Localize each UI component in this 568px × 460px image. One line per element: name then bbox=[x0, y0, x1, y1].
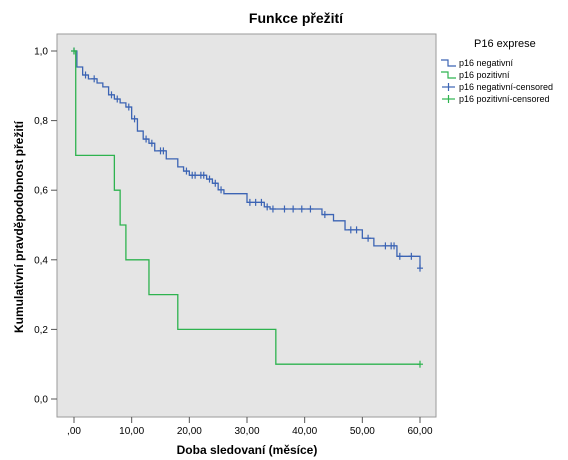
x-tick-label: 10,00 bbox=[119, 426, 144, 437]
censor-mark bbox=[417, 264, 423, 272]
censor-mark bbox=[148, 139, 155, 147]
censor-mark bbox=[408, 252, 415, 260]
censor-mark bbox=[91, 75, 98, 83]
legend-entry: p16 negativní bbox=[441, 58, 514, 68]
censor-mark bbox=[269, 205, 276, 213]
x-axis-label: Doba sledovaní (měsíce) bbox=[177, 443, 318, 457]
censor-mark bbox=[114, 95, 121, 103]
censor-mark bbox=[192, 171, 199, 179]
censor-mark bbox=[353, 226, 360, 234]
x-axis: ,00 10,00 20,00 30,00 40,00 50,00 60,00 bbox=[67, 417, 433, 437]
legend-label: p16 negativní bbox=[459, 58, 514, 68]
censor-mark bbox=[298, 205, 305, 213]
y-tick-label: 0,4 bbox=[34, 255, 48, 266]
survival-line-p16-positive bbox=[74, 50, 420, 365]
legend: P16 exprese p16 negativní p16 pozitivní p1… bbox=[441, 38, 553, 104]
censor-mark bbox=[396, 252, 403, 260]
censor-mark bbox=[218, 186, 225, 194]
censor-mark bbox=[200, 171, 207, 179]
y-tick-label: 0,2 bbox=[34, 325, 48, 336]
censor-mark bbox=[246, 198, 253, 206]
censor-mark bbox=[290, 205, 297, 213]
x-tick-label: 60,00 bbox=[407, 426, 432, 437]
censor-mark bbox=[131, 115, 138, 123]
censor-mark bbox=[212, 179, 219, 187]
censor-mark bbox=[82, 71, 89, 79]
chart-title: Funkce přežití bbox=[249, 10, 344, 26]
y-tick-label: 0,6 bbox=[34, 186, 48, 197]
survival-line-p16-negative bbox=[74, 50, 421, 269]
censor-mark bbox=[258, 198, 265, 206]
censor-mark bbox=[321, 211, 328, 219]
y-tick-label: 1,0 bbox=[34, 47, 48, 58]
censor-mark bbox=[382, 242, 389, 250]
x-tick-label: 30,00 bbox=[234, 426, 259, 437]
y-tick-label: 0,0 bbox=[34, 395, 48, 406]
censor-mark bbox=[125, 103, 132, 111]
legend-entry: p16 pozitivní bbox=[441, 70, 510, 80]
censor-mark bbox=[347, 226, 354, 234]
plot-area bbox=[56, 33, 437, 418]
censor-mark bbox=[143, 135, 150, 143]
legend-entry: p16 pozitivní-censored bbox=[442, 94, 550, 104]
x-tick-label: 50,00 bbox=[350, 426, 375, 437]
censor-mark bbox=[365, 234, 372, 242]
y-axis: 0,0 0,2 0,4 0,6 0,8 1,0 bbox=[34, 47, 57, 406]
series-layer bbox=[71, 47, 423, 368]
x-tick-label: 40,00 bbox=[292, 426, 317, 437]
censor-mark bbox=[206, 175, 213, 183]
censor-mark bbox=[160, 147, 167, 155]
legend-line-swatch bbox=[441, 59, 456, 67]
censor-mark bbox=[391, 242, 398, 250]
y-axis-label: Kumulativní pravděpodobnost přežití bbox=[12, 120, 26, 333]
censor-mark bbox=[307, 205, 314, 213]
legend-entry: p16 negativní-censored bbox=[442, 82, 553, 92]
legend-label: p16 pozitivní-censored bbox=[459, 94, 550, 104]
censor-mark bbox=[183, 167, 190, 175]
legend-line-swatch bbox=[441, 71, 456, 79]
legend-label: p16 negativní-censored bbox=[459, 82, 553, 92]
legend-label: p16 pozitivní bbox=[459, 70, 510, 80]
legend-title: P16 exprese bbox=[474, 38, 536, 50]
censor-mark bbox=[108, 91, 115, 99]
censor-mark bbox=[252, 198, 259, 206]
censor-mark bbox=[71, 47, 77, 55]
y-tick-label: 0,8 bbox=[34, 116, 48, 127]
x-tick-label: 20,00 bbox=[177, 426, 202, 437]
censor-mark bbox=[417, 360, 423, 368]
censor-mark bbox=[281, 205, 288, 213]
censor-mark bbox=[264, 203, 271, 211]
x-tick-label: ,00 bbox=[67, 426, 81, 437]
